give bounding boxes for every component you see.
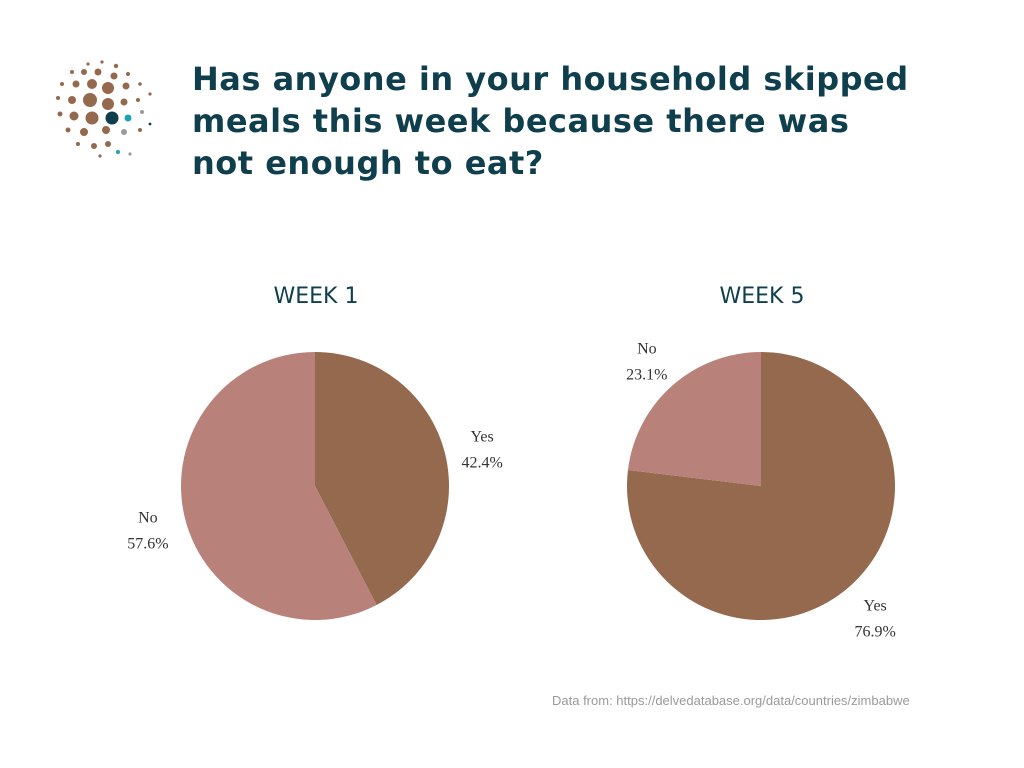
logo-dot	[57, 111, 63, 117]
logo-dot	[85, 111, 99, 125]
logo-dot	[102, 98, 114, 110]
logo-dot	[100, 60, 104, 64]
logo-dot	[91, 143, 97, 149]
slice-value-label-no: 57.6%	[127, 536, 168, 553]
logo-dot	[94, 68, 102, 76]
logo-dot	[122, 82, 130, 90]
logo-dot	[72, 80, 80, 88]
logo-dot	[138, 82, 142, 86]
logo-dot	[68, 96, 76, 104]
slice-label-yes: Yes	[864, 598, 887, 615]
logo-dot	[83, 93, 97, 107]
slice-label-no: No	[138, 510, 158, 527]
logo-dot	[81, 69, 87, 75]
logo-dot	[65, 127, 71, 133]
logo-dot	[140, 110, 144, 114]
logo-dot	[76, 142, 80, 146]
logo-dot	[136, 98, 140, 102]
slice-label-no: No	[637, 340, 657, 357]
logo-dot	[148, 92, 152, 96]
logo-dot	[124, 114, 132, 122]
pie-slice-no-week-5	[627, 352, 761, 486]
logo-dot	[105, 141, 111, 147]
slice-value-label-yes: 42.4%	[461, 454, 502, 471]
logo-dot	[70, 70, 74, 74]
logo-dot	[87, 79, 97, 89]
pie-slice-no-week-1	[180, 352, 377, 620]
logo-dot	[102, 126, 110, 134]
logo-dot	[110, 72, 118, 80]
logo-dot	[126, 72, 130, 76]
slice-value-label-yes: 76.9%	[854, 624, 895, 641]
pie-slice-yes-week-1	[315, 352, 449, 606]
slice-value-label-no: 23.1%	[626, 366, 667, 383]
page-title: Has anyone in your household skipped mea…	[192, 60, 909, 182]
logo-icon	[56, 60, 152, 158]
week-1-chart-title: WEEK 1	[273, 284, 359, 309]
logo-dot	[86, 62, 90, 66]
week-5-chart-title: WEEK 5	[719, 284, 805, 309]
logo-dot	[121, 129, 127, 135]
logo-dot	[56, 96, 60, 100]
logo-dot	[102, 82, 114, 94]
data-source-note: Data from: https://delvedatabase.org/dat…	[552, 693, 910, 708]
logo-dot	[98, 154, 102, 158]
logo-dot	[116, 150, 120, 154]
logo-dot	[113, 63, 119, 69]
logo-dot	[128, 152, 132, 156]
slice-label-yes: Yes	[470, 428, 493, 445]
logo-dot	[105, 111, 119, 125]
logo-dot	[120, 98, 128, 106]
logo-dot	[60, 82, 64, 86]
logo-dot	[138, 128, 142, 132]
logo-dot	[69, 111, 79, 121]
logo-dot	[80, 128, 88, 136]
logo-dot	[148, 122, 152, 126]
